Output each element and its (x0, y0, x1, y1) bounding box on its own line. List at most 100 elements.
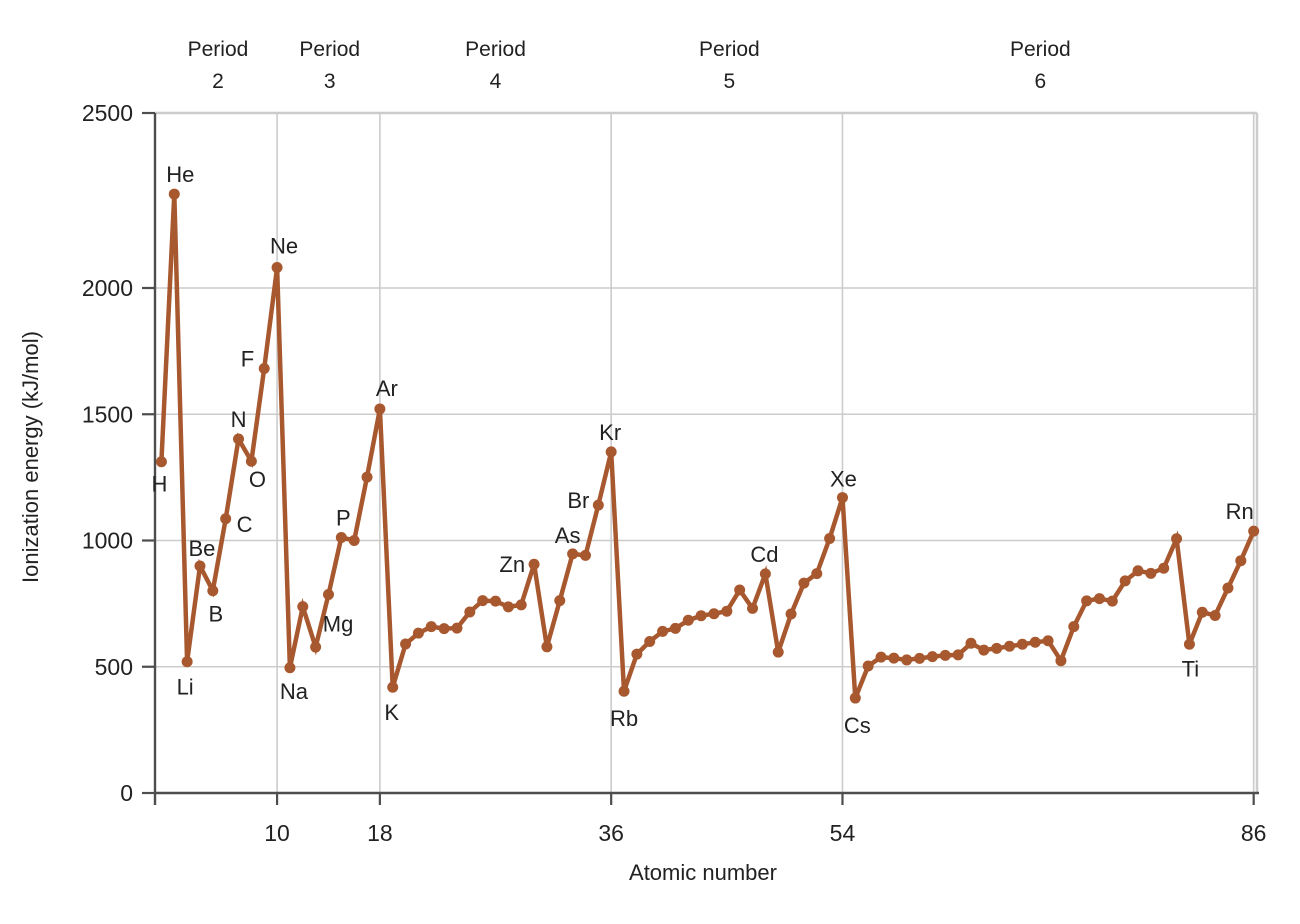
data-point (1042, 635, 1054, 647)
element-label: C (237, 512, 253, 537)
data-point (425, 621, 437, 633)
element-label: H (151, 472, 167, 497)
data-point (1004, 640, 1016, 652)
element-label: Br (567, 488, 589, 513)
data-point (168, 188, 180, 200)
data-point (657, 625, 669, 637)
data-point (387, 681, 399, 693)
element-label: N (231, 407, 247, 432)
element-label: F (241, 347, 254, 372)
element-label: Be (189, 536, 216, 561)
data-point (477, 595, 489, 607)
element-label: As (555, 523, 581, 548)
data-point (438, 623, 450, 635)
data-point (952, 649, 964, 661)
data-point (155, 456, 167, 468)
data-point (811, 568, 823, 580)
data-point (207, 585, 219, 597)
y-axis-title: Ionization energy (kJ/mol) (18, 331, 43, 583)
data-point (1158, 562, 1170, 574)
element-label: Li (177, 675, 194, 700)
data-point (1119, 575, 1131, 587)
data-point (785, 608, 797, 620)
period-label-word: Period (188, 38, 249, 61)
period-label-word: Period (299, 38, 360, 61)
data-point (978, 644, 990, 656)
period-label-number: 2 (212, 70, 224, 93)
element-label: Cs (844, 713, 871, 738)
data-point (297, 601, 309, 613)
data-point (734, 584, 746, 596)
data-point (772, 646, 784, 658)
data-point (747, 602, 759, 614)
data-point (1106, 595, 1118, 607)
data-point (991, 642, 1003, 654)
x-tick-label: 86 (1241, 820, 1267, 846)
y-tick-label: 2500 (82, 100, 133, 126)
element-label: Rb (610, 706, 638, 731)
element-label: Xe (830, 467, 857, 492)
data-point (374, 403, 386, 415)
data-point (502, 601, 514, 613)
element-label: P (336, 505, 351, 530)
data-point (914, 652, 926, 664)
data-point (1081, 595, 1093, 607)
data-point (1248, 525, 1260, 537)
element-label: Zn (499, 552, 525, 577)
y-tick-label: 500 (95, 654, 133, 680)
data-point (1016, 638, 1028, 650)
data-point (400, 638, 412, 650)
x-tick-label: 36 (598, 820, 624, 846)
y-tick-label: 2000 (82, 275, 133, 301)
data-point (965, 637, 977, 649)
data-point (836, 492, 848, 504)
data-point (348, 535, 360, 546)
data-point (862, 660, 874, 672)
data-point (1235, 555, 1247, 567)
period-label-number: 5 (724, 70, 736, 93)
x-tick-label: 10 (264, 820, 290, 846)
period-label-word: Period (465, 38, 526, 61)
element-label: Ti (1182, 656, 1200, 681)
data-point (567, 548, 579, 560)
period-label-number: 3 (324, 70, 336, 93)
element-label: O (249, 467, 266, 492)
data-point (1145, 567, 1157, 579)
element-label: Na (280, 679, 309, 704)
data-point (644, 636, 656, 647)
data-point (284, 662, 296, 674)
data-point (1171, 533, 1183, 545)
data-point (322, 589, 334, 601)
data-point (1029, 636, 1041, 648)
element-label: Rn (1226, 499, 1254, 524)
element-label: Ar (376, 376, 398, 401)
element-label: He (166, 162, 194, 187)
period-label-word: Period (699, 38, 760, 61)
data-point (220, 513, 232, 525)
data-point (1093, 593, 1105, 605)
data-point (695, 610, 707, 622)
data-point (245, 455, 257, 467)
data-point (798, 577, 810, 589)
element-label: Mg (323, 612, 354, 637)
element-label: Kr (599, 420, 621, 445)
data-point (310, 641, 322, 653)
data-point (579, 549, 591, 561)
data-point (939, 649, 951, 661)
data-point (194, 560, 206, 572)
data-point (1209, 609, 1221, 621)
data-point (875, 651, 887, 663)
x-axis-title: Atomic number (629, 860, 777, 885)
data-point (181, 656, 193, 668)
data-point (490, 595, 502, 607)
period-label-number: 6 (1035, 70, 1047, 93)
period-label-number: 4 (490, 70, 502, 93)
element-label: B (208, 602, 223, 627)
data-point (1222, 582, 1234, 594)
data-point (669, 622, 681, 634)
data-point (849, 692, 861, 704)
data-point (1196, 606, 1208, 618)
